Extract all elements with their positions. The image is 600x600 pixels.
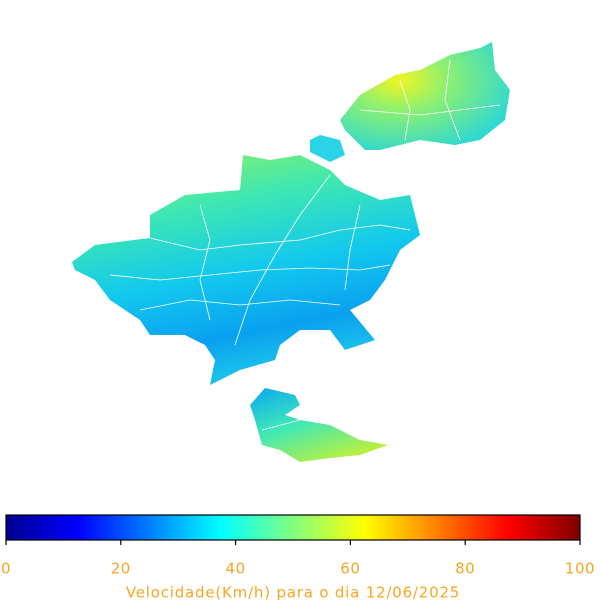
municipal-borders bbox=[109, 59, 501, 431]
colorbar-ramp bbox=[5, 514, 581, 541]
region-island bbox=[310, 135, 345, 162]
region-south bbox=[250, 388, 388, 462]
colorbar: Velocidade(Km/h) para o dia 12/06/2025 0… bbox=[1, 514, 595, 600]
colorbar-tick-label: 100 bbox=[565, 560, 595, 578]
region-northeast bbox=[340, 42, 510, 150]
region-main bbox=[72, 155, 420, 385]
colorbar-tick-label: 60 bbox=[340, 560, 360, 578]
colorbar-label: Velocidade(Km/h) para o dia 12/06/2025 bbox=[126, 584, 460, 600]
colorbar-tick-label: 0 bbox=[1, 560, 11, 578]
colorbar-tick-label: 80 bbox=[455, 560, 475, 578]
map bbox=[72, 42, 510, 462]
colorbar-tick-label: 20 bbox=[111, 560, 131, 578]
colorbar-tick-label: 40 bbox=[226, 560, 246, 578]
